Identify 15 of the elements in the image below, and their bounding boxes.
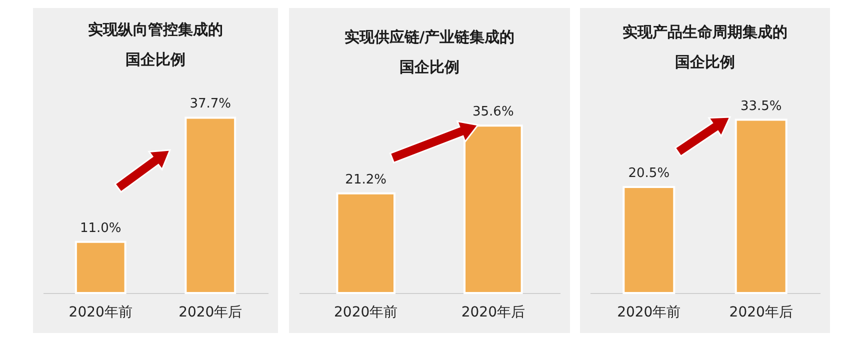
- x-tick-label: 2020年前: [617, 304, 681, 320]
- x-tick-label: 2020年后: [178, 304, 242, 320]
- data-label: 11.0%: [80, 220, 122, 236]
- chart-title: 实现产品生命周期集成的国企比例: [622, 22, 788, 71]
- data-label: 35.6%: [472, 104, 514, 120]
- x-tick-label: 2020年后: [461, 304, 525, 320]
- data-label: 21.2%: [345, 172, 386, 188]
- data-label: 37.7%: [190, 96, 232, 112]
- x-tick-label: 2020年前: [68, 304, 132, 320]
- x-tick-label: 2020年后: [729, 304, 793, 320]
- data-label: 33.5%: [740, 98, 782, 114]
- chart-title: 实现供应链/产业链集成的国企比例: [344, 28, 515, 76]
- chart-title: 实现纵向管控集成的国企比例: [88, 20, 223, 69]
- x-tick-label: 2020年前: [334, 304, 398, 320]
- data-label: 20.5%: [628, 166, 670, 181]
